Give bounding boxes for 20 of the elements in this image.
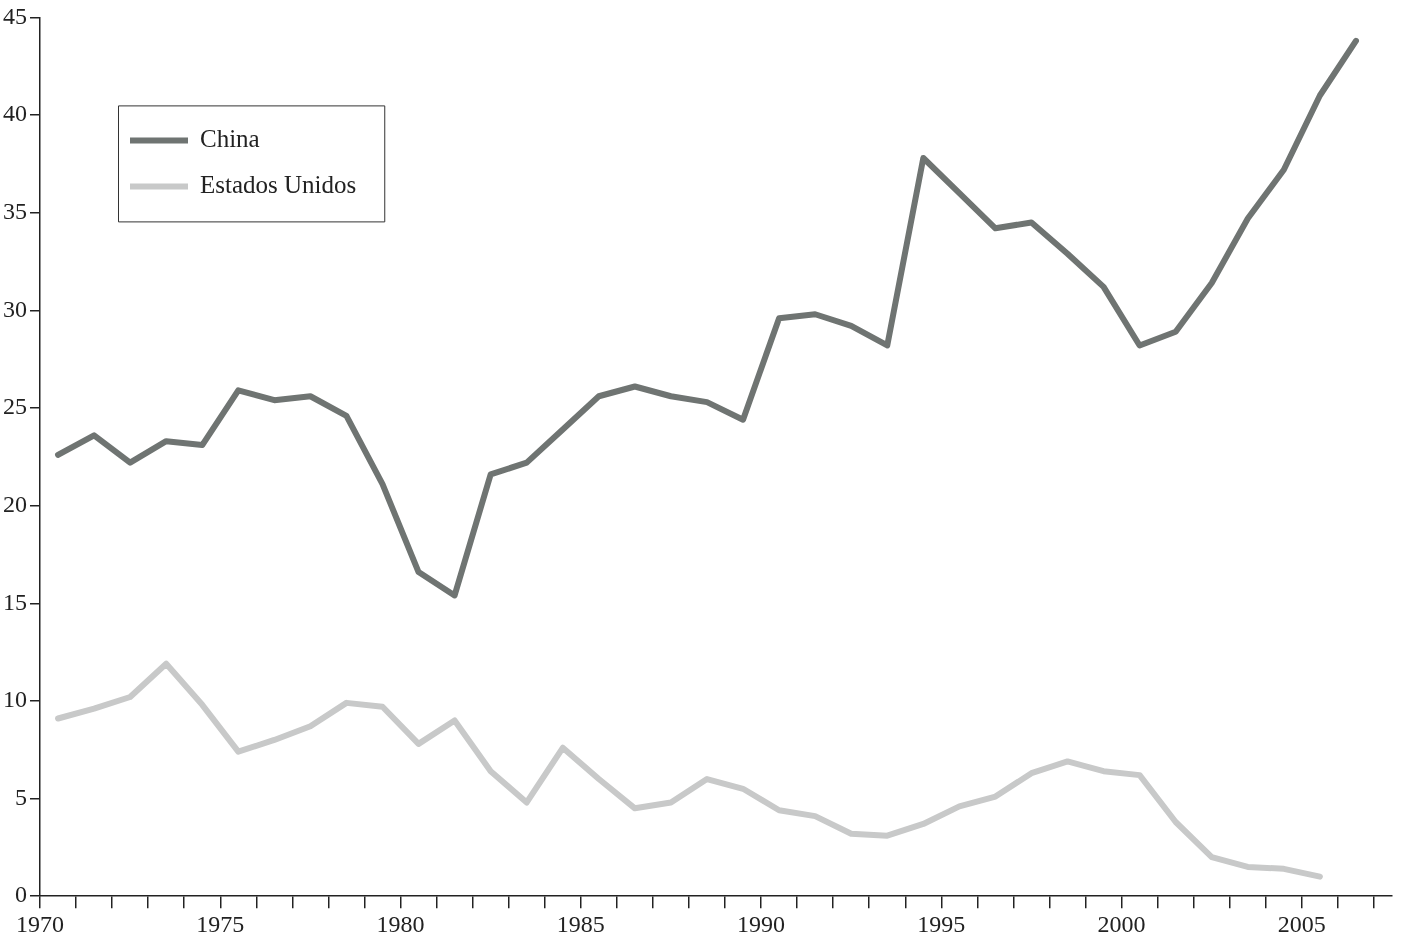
y-tick-label: 0 <box>15 881 27 908</box>
legend-label: China <box>200 124 260 152</box>
x-tick-label: 1975 <box>196 910 245 937</box>
y-tick-label: 15 <box>3 588 27 615</box>
y-tick-label: 45 <box>3 2 27 29</box>
x-tick-label: 2000 <box>1097 910 1146 937</box>
x-tick-label: 1970 <box>16 910 64 937</box>
x-tick-label: 2005 <box>1277 910 1326 937</box>
x-tick-label: 1980 <box>376 910 425 937</box>
x-tick-label: 1990 <box>737 910 786 937</box>
y-tick-label: 40 <box>3 100 27 127</box>
y-tick-label: 25 <box>3 393 27 420</box>
y-tick-label: 30 <box>3 295 27 322</box>
y-tick-label: 10 <box>3 686 27 713</box>
x-tick-label: 1995 <box>917 910 966 937</box>
x-tick-label: 1985 <box>556 910 605 937</box>
y-tick-label: 20 <box>3 490 27 517</box>
legend-label: Estados Unidos <box>200 170 357 198</box>
y-tick-label: 5 <box>15 783 27 810</box>
y-tick-label: 35 <box>3 197 27 224</box>
